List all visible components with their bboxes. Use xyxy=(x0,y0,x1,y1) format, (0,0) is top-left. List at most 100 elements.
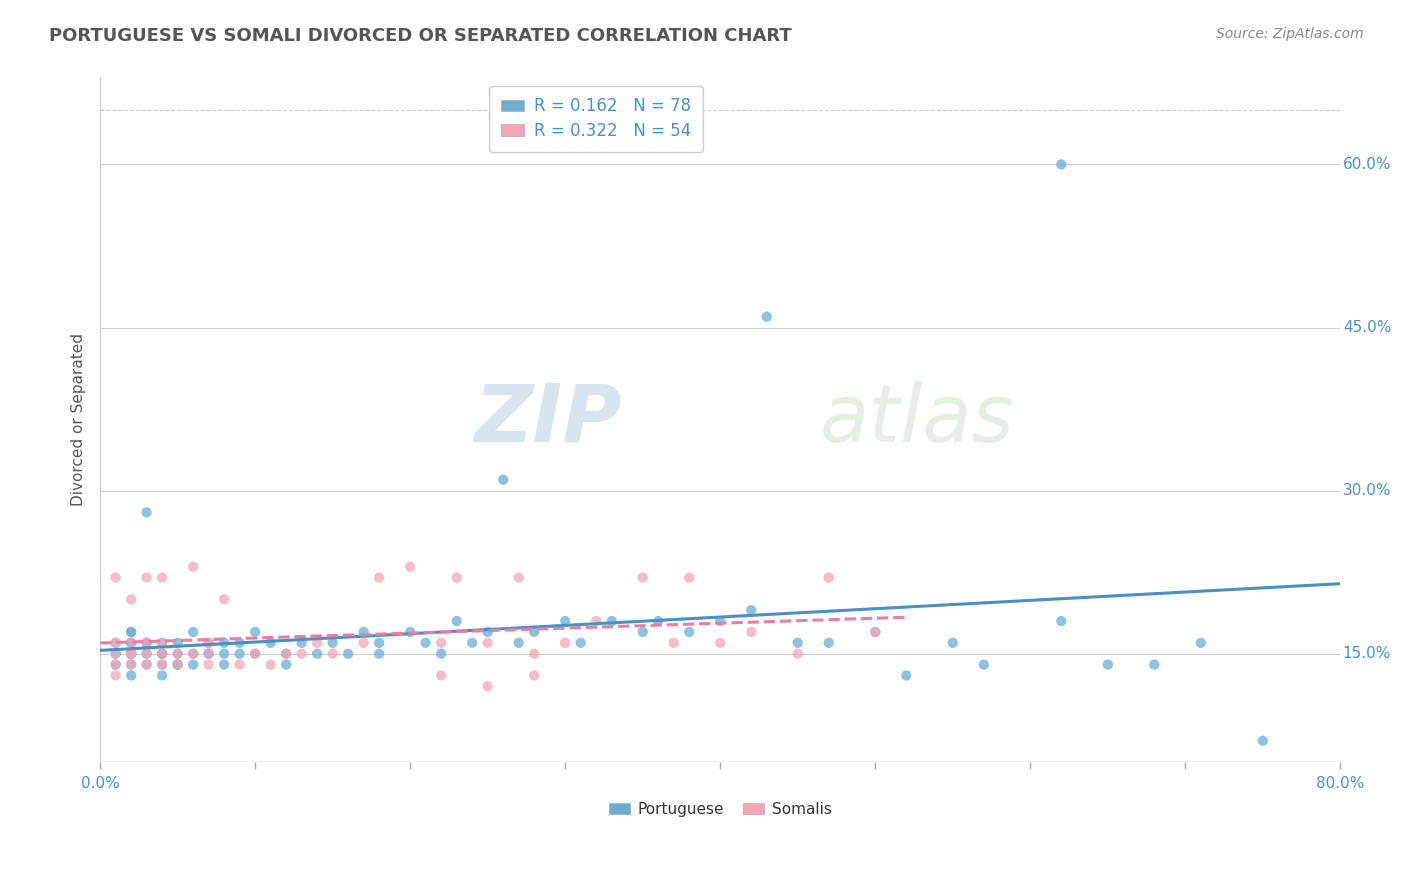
Point xyxy=(786,636,808,650)
Point xyxy=(120,657,142,672)
Point xyxy=(415,636,437,650)
Point xyxy=(492,473,515,487)
Point xyxy=(197,647,219,661)
Text: ZIP: ZIP xyxy=(474,381,621,459)
Point xyxy=(368,647,391,661)
Point xyxy=(212,592,235,607)
Point xyxy=(135,571,157,585)
Point xyxy=(150,657,173,672)
Point xyxy=(120,636,142,650)
Point xyxy=(166,657,188,672)
Point xyxy=(197,647,219,661)
Point xyxy=(260,636,283,650)
Point xyxy=(181,624,204,639)
Point xyxy=(430,647,453,661)
Point xyxy=(150,647,173,661)
Point xyxy=(554,614,576,628)
Point xyxy=(150,636,173,650)
Point xyxy=(740,603,762,617)
Point xyxy=(631,571,654,585)
Point xyxy=(166,647,188,661)
Point xyxy=(1189,636,1212,650)
Y-axis label: Divorced or Separated: Divorced or Separated xyxy=(72,334,86,507)
Point xyxy=(477,636,499,650)
Point xyxy=(662,636,685,650)
Point xyxy=(600,614,623,628)
Point xyxy=(104,657,127,672)
Point xyxy=(120,647,142,661)
Point xyxy=(291,647,314,661)
Point xyxy=(120,668,142,682)
Point xyxy=(260,657,283,672)
Point xyxy=(243,647,266,661)
Point xyxy=(243,624,266,639)
Point xyxy=(243,647,266,661)
Point xyxy=(477,679,499,693)
Point xyxy=(104,636,127,650)
Point xyxy=(1050,157,1073,171)
Point xyxy=(973,657,995,672)
Point xyxy=(865,624,887,639)
Text: 15.0%: 15.0% xyxy=(1343,646,1391,661)
Point xyxy=(166,657,188,672)
Point xyxy=(197,647,219,661)
Point xyxy=(197,636,219,650)
Point xyxy=(120,647,142,661)
Point xyxy=(585,614,607,628)
Point xyxy=(307,636,329,650)
Point xyxy=(150,657,173,672)
Point xyxy=(1251,733,1274,747)
Point xyxy=(1097,657,1119,672)
Point xyxy=(709,614,731,628)
Point xyxy=(678,571,700,585)
Point xyxy=(508,571,530,585)
Point xyxy=(212,647,235,661)
Text: 60.0%: 60.0% xyxy=(1343,157,1392,172)
Point xyxy=(120,647,142,661)
Point xyxy=(104,647,127,661)
Point xyxy=(228,657,250,672)
Point xyxy=(446,614,468,628)
Point xyxy=(181,657,204,672)
Point xyxy=(150,571,173,585)
Text: 45.0%: 45.0% xyxy=(1343,320,1391,335)
Point xyxy=(120,624,142,639)
Point xyxy=(120,592,142,607)
Point xyxy=(368,636,391,650)
Point xyxy=(523,647,546,661)
Point xyxy=(740,624,762,639)
Point xyxy=(896,668,918,682)
Point xyxy=(817,636,839,650)
Text: PORTUGUESE VS SOMALI DIVORCED OR SEPARATED CORRELATION CHART: PORTUGUESE VS SOMALI DIVORCED OR SEPARAT… xyxy=(49,27,792,45)
Point xyxy=(197,636,219,650)
Point xyxy=(399,624,422,639)
Point xyxy=(228,636,250,650)
Point xyxy=(120,657,142,672)
Point xyxy=(150,636,173,650)
Point xyxy=(276,657,298,672)
Point xyxy=(523,668,546,682)
Point xyxy=(786,647,808,661)
Point xyxy=(631,624,654,639)
Point xyxy=(135,647,157,661)
Point xyxy=(523,624,546,639)
Point xyxy=(181,559,204,574)
Point xyxy=(135,505,157,519)
Point xyxy=(104,647,127,661)
Point xyxy=(104,571,127,585)
Point xyxy=(353,636,375,650)
Point xyxy=(120,636,142,650)
Point xyxy=(120,624,142,639)
Point xyxy=(104,668,127,682)
Point xyxy=(197,657,219,672)
Point xyxy=(276,647,298,661)
Text: 30.0%: 30.0% xyxy=(1343,483,1392,498)
Point xyxy=(276,647,298,661)
Point xyxy=(104,657,127,672)
Point xyxy=(181,647,204,661)
Point xyxy=(755,310,778,324)
Point xyxy=(166,647,188,661)
Point xyxy=(135,657,157,672)
Point xyxy=(166,636,188,650)
Point xyxy=(150,668,173,682)
